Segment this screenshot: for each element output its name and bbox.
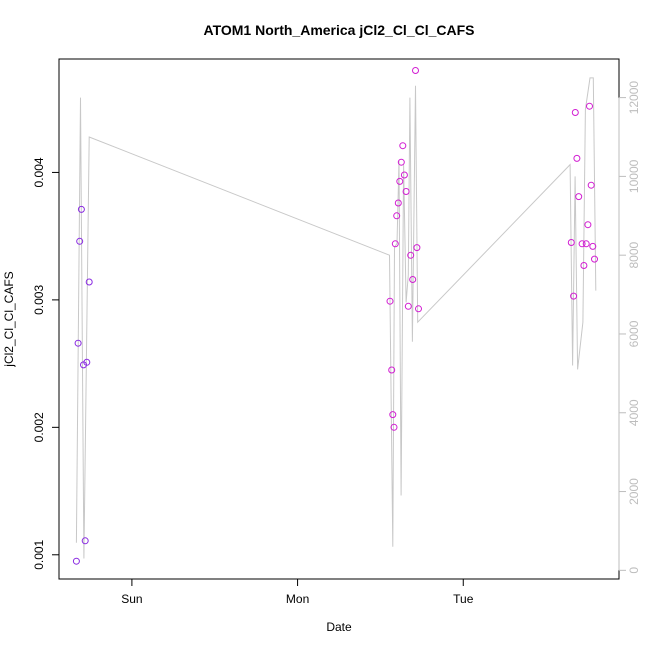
data-point-10 xyxy=(389,411,397,419)
y-right-tick-label-6: 12000 xyxy=(627,81,641,115)
points-layer xyxy=(72,67,598,565)
x-axis-label: Date xyxy=(326,620,352,634)
data-point-36 xyxy=(586,102,593,110)
data-point-22 xyxy=(409,276,417,283)
data-point-32 xyxy=(580,262,588,269)
x-tick-label-0: Sun xyxy=(121,592,142,606)
y-left-tick-label-0: 0.001 xyxy=(32,539,46,569)
data-point-33 xyxy=(582,240,590,248)
data-point-0 xyxy=(72,557,80,565)
data-point-34 xyxy=(584,221,592,229)
data-point-16 xyxy=(397,158,405,166)
data-point-13 xyxy=(393,212,401,220)
data-point-8 xyxy=(386,297,394,305)
data-point-1 xyxy=(74,339,82,347)
data-point-30 xyxy=(575,193,583,201)
data-point-18 xyxy=(400,171,408,179)
data-point-11 xyxy=(390,423,398,431)
y-axis-label: jCl2_Cl_Cl_CAFS xyxy=(2,271,16,367)
y-right-tick-label-4: 8000 xyxy=(627,242,641,269)
data-point-37 xyxy=(589,242,597,250)
data-point-31 xyxy=(578,240,586,248)
data-point-35 xyxy=(587,181,595,189)
data-point-23 xyxy=(413,244,421,252)
data-point-20 xyxy=(404,302,412,310)
data-point-25 xyxy=(415,305,422,313)
data-point-12 xyxy=(391,240,399,248)
data-point-17 xyxy=(399,142,407,150)
y-left-tick-label-2: 0.003 xyxy=(32,285,46,315)
data-point-19 xyxy=(402,188,410,195)
data-point-15 xyxy=(396,177,404,185)
y-left-tick-label-1: 0.002 xyxy=(32,412,46,442)
data-point-38 xyxy=(591,255,598,263)
data-point-21 xyxy=(407,251,415,259)
x-tick-label-2: Tue xyxy=(453,592,474,606)
data-point-6 xyxy=(83,358,91,366)
data-point-28 xyxy=(571,109,579,116)
x-axis: Sun Mon Tue xyxy=(121,578,474,606)
y-right-tick-label-0: 0 xyxy=(627,567,641,574)
data-point-3 xyxy=(77,205,85,213)
y-right-tick-label-3: 6000 xyxy=(627,320,641,347)
y-axis-left: 0.001 0.002 0.003 0.004 xyxy=(32,157,60,570)
data-point-2 xyxy=(76,237,84,245)
x-tick-label-1: Mon xyxy=(286,592,309,606)
y-right-tick-label-2: 4000 xyxy=(627,399,641,426)
data-point-26 xyxy=(567,239,575,246)
data-point-9 xyxy=(388,366,396,374)
data-point-14 xyxy=(394,199,402,207)
data-point-24 xyxy=(412,67,419,74)
y-right-tick-label-5: 10000 xyxy=(627,159,641,193)
chart-title: ATOM1 North_America jCl2_Cl_Cl_CAFS xyxy=(204,22,475,38)
y-left-tick-label-3: 0.004 xyxy=(32,157,46,187)
data-point-7 xyxy=(85,278,93,286)
y-axis-right: 0 2000 4000 6000 8000 10000 12000 xyxy=(618,81,641,574)
data-point-29 xyxy=(573,154,581,162)
data-point-5 xyxy=(81,537,89,545)
y-right-tick-label-1: 2000 xyxy=(627,478,641,505)
data-point-27 xyxy=(570,292,578,300)
